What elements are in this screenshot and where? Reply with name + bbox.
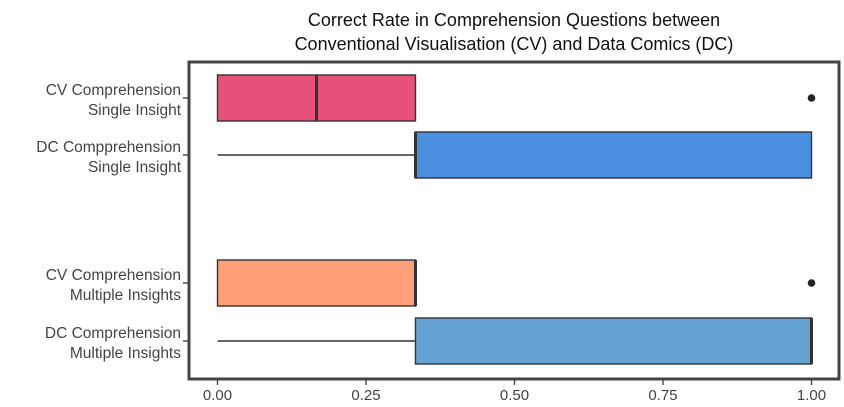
- box-group-4: [217, 317, 813, 365]
- outlier-point: [807, 279, 816, 287]
- box-group-3: [216, 259, 816, 307]
- box-group-2: [217, 131, 813, 179]
- x-tick-label: 0.50: [500, 387, 529, 404]
- chart-title-line-1: Correct Rate in Comprehension Questions …: [308, 10, 720, 30]
- x-tick-label: 0.75: [648, 387, 677, 404]
- box-group-1: [216, 74, 816, 122]
- category-label: DC Comprehension Multiple Insights: [45, 325, 181, 362]
- category-label: CV Comprehension Single Insight: [46, 82, 182, 119]
- chart-title-line-2: Conventional Visualisation (CV) and Data…: [295, 34, 734, 54]
- chart-title: Correct Rate in Comprehension Questions …: [295, 10, 734, 54]
- chart-marks: [216, 74, 816, 365]
- x-tick-label: 0.00: [203, 387, 232, 404]
- outlier-point: [807, 94, 816, 102]
- box: [414, 131, 813, 179]
- box: [216, 259, 417, 307]
- category-label: DC Compprehension Single Insight: [36, 139, 181, 176]
- x-tick-label: 0.25: [351, 387, 380, 404]
- category-labels: CV Comprehension Single Insight DC Comppre…: [36, 82, 189, 362]
- category-label: CV Comprehension Multiple Insights: [46, 267, 182, 304]
- x-tick-label: 1.00: [797, 387, 826, 404]
- x-axis: 0.00 0.25 0.50 0.75 1.00: [203, 379, 826, 404]
- box: [414, 317, 813, 365]
